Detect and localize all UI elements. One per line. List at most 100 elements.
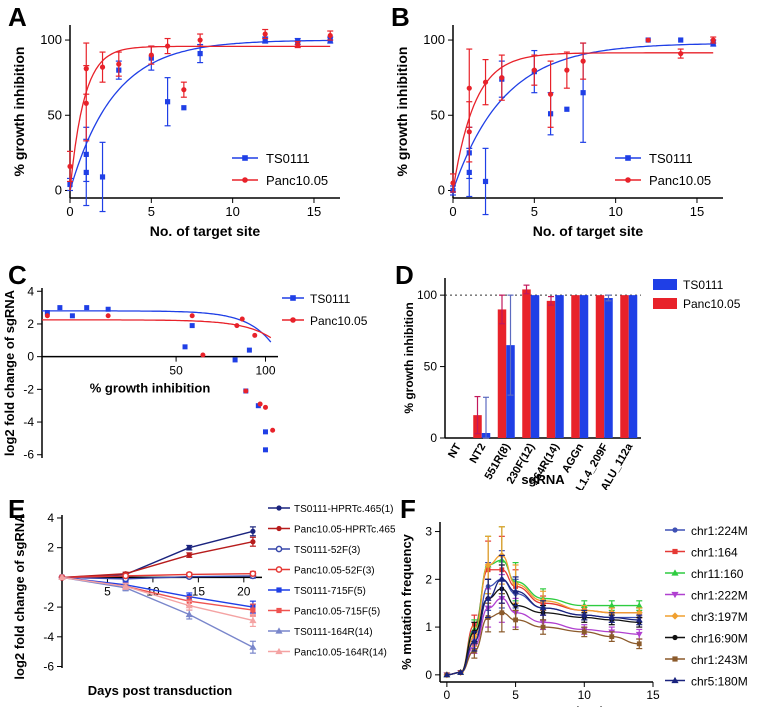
data-point bbox=[450, 180, 456, 186]
data-point bbox=[257, 401, 263, 407]
x-tick-label: 10 bbox=[146, 584, 160, 598]
data-point bbox=[250, 539, 256, 545]
panel-label: F bbox=[400, 494, 416, 524]
series-line bbox=[61, 576, 254, 648]
data-point bbox=[581, 629, 587, 635]
x-tick-label: 15 bbox=[646, 688, 660, 702]
x-tick-label: AGGn bbox=[560, 441, 586, 475]
data-point bbox=[185, 602, 193, 609]
legend-marker bbox=[625, 155, 631, 161]
data-point bbox=[499, 75, 505, 81]
series-line bbox=[61, 575, 253, 580]
fit-curve bbox=[42, 319, 272, 339]
bar-panc10-05 bbox=[522, 289, 531, 438]
data-point bbox=[484, 561, 492, 569]
legend-marker bbox=[275, 647, 283, 655]
y-tick-label: -6 bbox=[23, 448, 34, 462]
legend-label: chr5:180M bbox=[691, 675, 748, 689]
data-point bbox=[186, 552, 192, 558]
panel-label: C bbox=[8, 260, 27, 290]
y-tick-label: 2 bbox=[47, 541, 54, 555]
legend-label: Panc10.05-715F(5) bbox=[294, 607, 380, 618]
data-point bbox=[186, 545, 192, 551]
legend-label: Panc10.05 bbox=[649, 173, 711, 188]
data-point bbox=[295, 41, 301, 48]
data-point bbox=[457, 669, 465, 675]
data-point bbox=[182, 344, 188, 350]
x-tick-label: NT bbox=[446, 441, 464, 460]
data-point bbox=[250, 528, 256, 534]
bar-panc10-05 bbox=[497, 309, 507, 438]
data-point bbox=[635, 602, 643, 608]
data-point bbox=[262, 31, 268, 37]
data-point bbox=[499, 610, 505, 616]
series-line bbox=[61, 576, 254, 622]
y-tick-label: 3 bbox=[425, 525, 432, 539]
data-point bbox=[636, 641, 642, 647]
bar-panc10-05 bbox=[620, 295, 629, 438]
data-point bbox=[252, 332, 258, 338]
y-tick-label: 4 bbox=[47, 511, 54, 525]
legend-label: Panc10.05-HPRTc.465(1) bbox=[294, 525, 395, 536]
bar-ts0111 bbox=[530, 295, 540, 438]
data-point bbox=[466, 85, 472, 91]
data-point bbox=[484, 595, 492, 601]
data-point bbox=[262, 429, 268, 435]
x-tick-label: 10 bbox=[608, 204, 622, 219]
series-curve bbox=[446, 612, 640, 676]
fit-curve-panc10-05 bbox=[69, 45, 331, 191]
data-point bbox=[148, 52, 154, 58]
data-point bbox=[710, 37, 716, 43]
x-axis-title: Days post transduction bbox=[474, 704, 619, 707]
data-point bbox=[99, 64, 106, 70]
legend-label: chr1:224M bbox=[691, 524, 748, 538]
y-axis-title: % mutation frequency bbox=[399, 533, 414, 670]
y-tick-label: -4 bbox=[43, 630, 54, 644]
y-tick-label: 2 bbox=[27, 317, 34, 331]
legend-label: chr1:164 bbox=[691, 546, 738, 560]
legend-marker bbox=[671, 612, 679, 620]
y-tick-label: 1 bbox=[425, 620, 432, 634]
y-tick-label: 50 bbox=[431, 107, 445, 122]
data-point bbox=[83, 100, 89, 106]
data-point bbox=[243, 388, 249, 394]
data-point bbox=[44, 313, 50, 319]
data-point bbox=[164, 99, 171, 105]
legend-marker bbox=[275, 627, 283, 634]
x-tick-label: 5 bbox=[104, 584, 111, 598]
fit-curve bbox=[42, 310, 272, 343]
data-point bbox=[608, 614, 616, 620]
legend-label: Panc10.05-164R(14) bbox=[294, 648, 387, 659]
series-line bbox=[61, 530, 254, 579]
data-point bbox=[67, 163, 73, 170]
legend-marker bbox=[290, 317, 296, 323]
legend-marker bbox=[276, 607, 282, 614]
panel-label: D bbox=[395, 260, 414, 290]
x-axis-title: No. of target site bbox=[533, 223, 644, 239]
y-tick-label: 2 bbox=[425, 572, 432, 586]
panel-e-log2fc-over-time: E 5 10 15 20 4 2 -2 -4 -6 Days post transduction lo… bbox=[8, 494, 395, 698]
data-point bbox=[122, 582, 130, 589]
y-tick-label: 100 bbox=[423, 32, 445, 47]
x-tick-label: 10 bbox=[225, 204, 239, 219]
bar-panc10-05 bbox=[571, 295, 580, 438]
data-point bbox=[181, 87, 187, 93]
x-tick-label: 20 bbox=[237, 584, 251, 598]
series-curve bbox=[446, 578, 640, 676]
y-tick-label: 0 bbox=[425, 668, 432, 682]
legend-label: Panc10.05 bbox=[266, 173, 328, 188]
data-point bbox=[327, 32, 333, 39]
data-point bbox=[580, 58, 586, 64]
data-point bbox=[234, 323, 240, 329]
data-point bbox=[105, 313, 111, 319]
data-point bbox=[249, 616, 257, 624]
legend-label: TS0111-52F(3) bbox=[294, 545, 360, 556]
data-point bbox=[185, 571, 193, 578]
y-axis-title: % growth inhibition bbox=[394, 47, 410, 177]
data-point bbox=[246, 347, 252, 353]
x-tick-label: 0 bbox=[444, 688, 451, 702]
legend-label: chr1:243M bbox=[691, 653, 748, 667]
panel-b-growth-inhibition-vs-target-sites: B 0 5 10 15 0 50 100 No. of target site % growth … bbox=[391, 2, 723, 239]
x-tick-label: NT2 bbox=[468, 442, 489, 466]
